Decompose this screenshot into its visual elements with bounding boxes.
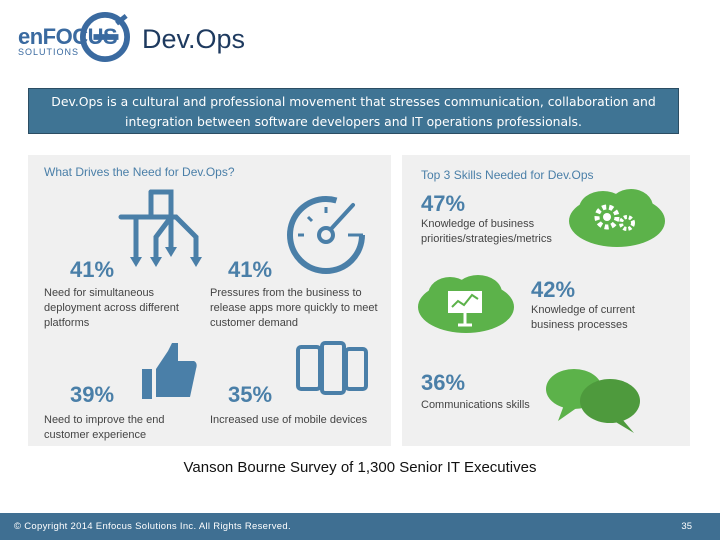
driver-text-1: Need for simultaneous deployment across … — [44, 287, 179, 329]
drivers-heading: What Drives the Need for Dev.Ops? — [44, 165, 235, 179]
company-logo: enFOCUS SOLUTIONS — [14, 10, 134, 68]
driver-percent-4: 35% — [228, 382, 273, 407]
survey-caption: Vanson Bourne Survey of 1,300 Senior IT … — [183, 459, 537, 476]
presentation-cloud-icon — [418, 275, 514, 333]
driver-text-2: Pressures from the business to release a… — [210, 287, 378, 329]
footer-bar: © Copyright 2014 Enfocus Solutions Inc. … — [0, 513, 720, 540]
thumbs-up-icon — [142, 343, 197, 399]
branching-arrows-icon — [118, 189, 202, 267]
copyright-text: © Copyright 2014 Enfocus Solutions Inc. … — [14, 521, 291, 532]
skill-percent-2: 42% — [531, 277, 576, 302]
skills-heading: Top 3 Skills Needed for Dev.Ops — [421, 168, 594, 182]
page-number: 35 — [681, 521, 692, 532]
mobile-devices-icon — [296, 341, 368, 395]
drivers-panel: What Drives the Need for Dev.Ops? 41% Ne… — [28, 155, 391, 446]
driver-percent-3: 39% — [70, 382, 115, 407]
driver-percent-2: 41% — [228, 257, 273, 282]
skill-percent-3: 36% — [421, 370, 466, 395]
logo-e-icon — [80, 12, 130, 62]
skill-text-1: Knowledge of business priorities/strateg… — [421, 218, 552, 245]
speech-bubbles-icon — [546, 369, 640, 433]
driver-percent-1: 41% — [70, 257, 115, 282]
page-title: Dev.Ops — [142, 24, 246, 54]
speedometer-icon — [287, 196, 365, 274]
skill-percent-1: 47% — [421, 191, 466, 216]
skill-text-3: Communications skills — [421, 399, 530, 411]
gears-cloud-icon — [569, 189, 665, 247]
driver-text-4: Increased use of mobile devices — [210, 414, 368, 426]
skills-panel: Top 3 Skills Needed for Dev.Ops 47% Know… — [402, 155, 690, 446]
definition-banner: Dev.Ops is a cultural and professional m… — [28, 88, 679, 134]
logo-subtext: SOLUTIONS — [18, 47, 80, 57]
driver-text-3: Need to improve the end customer experie… — [44, 414, 165, 441]
skill-text-2: Knowledge of current business processes — [531, 304, 635, 331]
